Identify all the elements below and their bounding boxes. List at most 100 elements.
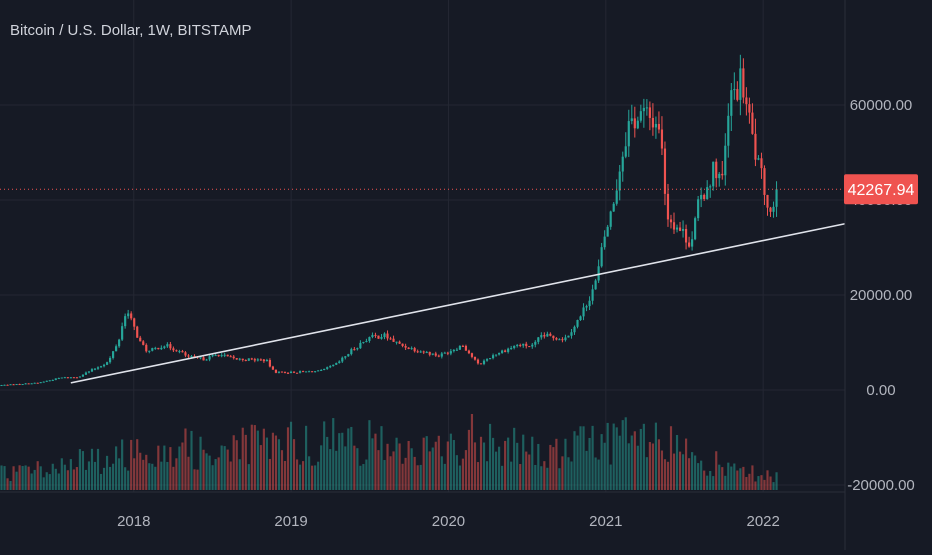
candle-body bbox=[163, 346, 166, 348]
candle-body bbox=[715, 161, 718, 179]
candle-body bbox=[298, 371, 302, 373]
trendline[interactable] bbox=[70, 222, 846, 384]
candle-body bbox=[757, 158, 760, 160]
volume-bar bbox=[308, 456, 311, 490]
volume-bar bbox=[772, 482, 775, 490]
candle-body bbox=[639, 111, 642, 121]
candlesticks bbox=[0, 54, 778, 387]
volume-bar bbox=[289, 421, 293, 490]
volume-bar bbox=[274, 435, 278, 490]
volume-bar bbox=[27, 466, 30, 490]
volume-bar bbox=[645, 457, 648, 490]
volume-bar bbox=[733, 463, 736, 490]
volume-bar bbox=[130, 439, 133, 490]
candle-body bbox=[739, 68, 742, 100]
volume-bar bbox=[630, 435, 633, 490]
volume-bar bbox=[320, 445, 323, 490]
volume-bar bbox=[30, 473, 33, 490]
candle-body bbox=[606, 226, 609, 237]
volume-bar bbox=[494, 451, 498, 490]
candle-body bbox=[193, 356, 196, 358]
candle-body bbox=[256, 359, 259, 361]
volume-bar bbox=[283, 460, 287, 490]
volume-bar bbox=[666, 461, 670, 490]
time-tick-label: 2019 bbox=[274, 513, 307, 530]
volume-bar bbox=[398, 443, 401, 490]
volume-bar bbox=[235, 440, 238, 490]
candle-body bbox=[181, 351, 184, 353]
volume-bar bbox=[525, 451, 528, 490]
candle-body bbox=[205, 359, 208, 361]
candle-body bbox=[247, 358, 250, 361]
candle-body bbox=[684, 229, 688, 243]
candle-body bbox=[214, 355, 217, 357]
last-price-badge: 42267.94 bbox=[844, 174, 918, 205]
candle-body bbox=[21, 384, 24, 386]
candle-body bbox=[642, 107, 645, 112]
volume-bar bbox=[684, 438, 688, 490]
volume-bar bbox=[301, 461, 305, 490]
candle-body bbox=[775, 189, 778, 207]
price-tick-label: 20000.00 bbox=[850, 287, 913, 304]
volume-bar bbox=[33, 469, 36, 490]
candle-body bbox=[540, 335, 543, 338]
candle-body bbox=[763, 168, 766, 195]
candle-body bbox=[332, 364, 335, 367]
volume-bar bbox=[528, 454, 531, 490]
volume-bar bbox=[639, 428, 642, 490]
candle-body bbox=[727, 115, 730, 146]
volume-bar bbox=[555, 438, 558, 490]
volume-bar bbox=[446, 441, 449, 490]
chart-title: Bitcoin / U.S. Dollar, 1W, BITSTAMP bbox=[10, 22, 252, 39]
candle-body bbox=[612, 203, 615, 212]
volume-bar bbox=[244, 434, 247, 490]
candle-body bbox=[573, 326, 576, 333]
candle-body bbox=[166, 344, 169, 347]
candle-body bbox=[431, 353, 434, 355]
volume-bar bbox=[60, 458, 63, 490]
candle-body bbox=[389, 338, 392, 340]
candle-body bbox=[341, 357, 344, 362]
grid-lines bbox=[0, 0, 845, 492]
volume-bar bbox=[377, 450, 380, 490]
candle-body bbox=[651, 117, 654, 128]
volume-bar bbox=[139, 452, 142, 490]
candle-body bbox=[425, 351, 428, 353]
candle-body bbox=[238, 358, 241, 360]
volume-bar bbox=[317, 461, 320, 490]
candle-body bbox=[241, 358, 244, 361]
candle-body bbox=[413, 348, 416, 352]
volume-bar bbox=[561, 456, 564, 490]
candle-body bbox=[262, 359, 265, 362]
candle-body bbox=[522, 343, 525, 346]
volume-bar bbox=[305, 425, 308, 490]
volume-bar bbox=[265, 437, 268, 490]
candle-body bbox=[99, 366, 103, 368]
volume-bar bbox=[127, 470, 130, 490]
candle-body bbox=[615, 190, 618, 204]
volume-bar bbox=[745, 476, 748, 490]
volume-bar bbox=[105, 455, 109, 490]
candle-body bbox=[648, 107, 651, 118]
volume-bar bbox=[0, 465, 3, 490]
candle-body bbox=[494, 354, 498, 356]
candle-body bbox=[295, 372, 299, 374]
candle-body bbox=[380, 337, 383, 339]
candle-body bbox=[190, 356, 193, 358]
volume-bar bbox=[211, 465, 214, 490]
volume-bar bbox=[250, 424, 253, 490]
volume-bar bbox=[401, 463, 404, 490]
volume-bar bbox=[350, 426, 353, 490]
candle-body bbox=[169, 344, 172, 349]
candle-body bbox=[666, 193, 670, 220]
volume-bar bbox=[154, 466, 157, 490]
volume-bar bbox=[102, 467, 106, 490]
candle-body bbox=[440, 353, 443, 357]
time-axis[interactable]: 2018 2019 2020 2021 2022 bbox=[117, 513, 780, 530]
volume-bar bbox=[51, 463, 54, 490]
candle-body bbox=[344, 356, 347, 358]
volume-bar bbox=[193, 469, 196, 490]
